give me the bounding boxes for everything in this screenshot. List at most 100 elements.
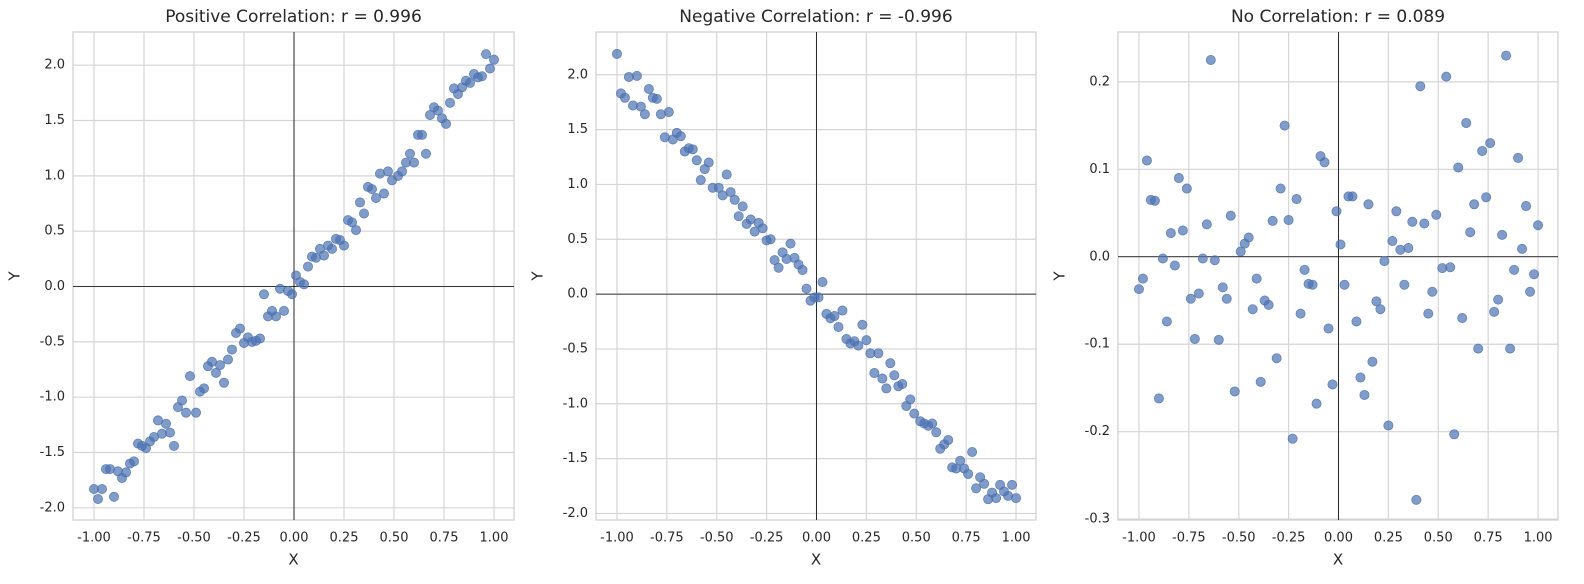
point: [905, 394, 916, 405]
subplot: -1.00 -0.75 -0.50 -0.25 0.00 0.25 0.50 0.75 1.00…: [529, 7, 1037, 569]
point: [695, 175, 706, 186]
point: [1391, 206, 1402, 217]
point: [164, 427, 175, 438]
point: [168, 440, 179, 451]
x-tick-label: 0.75: [952, 531, 981, 546]
x-tick-label: -0.75: [650, 531, 684, 546]
point: [1157, 253, 1168, 264]
point: [1355, 372, 1366, 383]
point: [1529, 269, 1540, 280]
point: [1275, 183, 1286, 194]
point: [1449, 429, 1460, 440]
x-tick-label: -0.25: [1272, 531, 1306, 546]
point: [1403, 243, 1414, 254]
point: [1489, 306, 1500, 317]
point: [1521, 201, 1532, 212]
x-tick-label: 1.00: [1524, 531, 1553, 546]
point: [1477, 145, 1488, 156]
chart-title: Positive Correlation: r = 0.996: [165, 7, 422, 27]
point: [1387, 236, 1398, 247]
point: [302, 261, 313, 272]
x-tick-label: 0.75: [430, 531, 459, 546]
point: [1525, 286, 1536, 297]
point: [769, 255, 780, 266]
x-tick-label: -0.50: [700, 531, 734, 546]
point: [109, 491, 120, 502]
point: [619, 92, 630, 103]
point: [1423, 308, 1434, 319]
y-tick-label: -0.3: [1085, 512, 1110, 527]
x-tick-label: -0.25: [750, 531, 784, 546]
x-tick-label: -1.00: [1122, 531, 1156, 546]
point: [464, 77, 475, 88]
point: [663, 107, 674, 118]
point: [979, 478, 990, 489]
point: [1351, 316, 1362, 327]
point: [286, 289, 297, 300]
point: [218, 377, 229, 388]
point: [488, 54, 499, 65]
point: [480, 49, 491, 60]
point: [971, 483, 982, 494]
x-tick-label: 0.75: [1474, 531, 1503, 546]
point: [1161, 316, 1172, 327]
point: [991, 493, 1002, 504]
point: [1323, 323, 1334, 334]
point: [176, 395, 187, 406]
point: [1311, 398, 1322, 409]
point: [420, 148, 431, 159]
x-tick-label: 0.25: [1374, 531, 1403, 546]
subplot: -1.00 -0.75 -0.50 -0.25 0.00 0.25 0.50 0.75 1.00…: [1051, 7, 1559, 569]
point: [1255, 376, 1266, 387]
point: [1279, 120, 1290, 131]
point: [378, 188, 389, 199]
chart-title: Negative Correlation: r = -0.996: [679, 7, 952, 27]
y-tick-label: 0.0: [1089, 249, 1110, 264]
point: [484, 63, 495, 74]
point: [382, 166, 393, 177]
point: [873, 348, 884, 359]
point: [366, 184, 377, 195]
point: [687, 144, 698, 155]
point: [214, 360, 225, 371]
point: [1251, 273, 1262, 284]
point: [1177, 225, 1188, 236]
point: [346, 217, 357, 228]
point: [1363, 199, 1374, 210]
y-axis-label: Y: [6, 271, 24, 282]
point: [1533, 220, 1544, 231]
point: [1457, 312, 1468, 323]
point: [1141, 155, 1152, 166]
y-tick-label: 1.0: [567, 177, 588, 192]
point: [675, 131, 686, 142]
point: [1007, 479, 1018, 490]
x-tick-label: -0.50: [1222, 531, 1256, 546]
point: [733, 211, 744, 222]
plot-frame: [595, 31, 1037, 521]
point: [1307, 279, 1318, 290]
point: [817, 277, 828, 288]
point: [1327, 379, 1338, 390]
point: [773, 262, 784, 273]
point: [354, 197, 365, 208]
x-tick-label: 0.50: [1424, 531, 1453, 546]
point: [298, 279, 309, 290]
point: [476, 71, 487, 82]
point: [1169, 260, 1180, 271]
y-tick-label: -0.1: [1085, 337, 1110, 352]
point: [1267, 215, 1278, 226]
y-tick-label: 0.0: [567, 287, 588, 302]
point: [1221, 293, 1232, 304]
point: [1193, 288, 1204, 299]
x-tick-label: -0.25: [227, 531, 261, 546]
point: [1271, 353, 1282, 364]
point: [729, 194, 740, 205]
point: [869, 368, 880, 379]
x-tick-label: 0.25: [330, 531, 359, 546]
point: [857, 319, 868, 330]
point: [1427, 286, 1438, 297]
point: [1411, 494, 1422, 505]
point: [757, 223, 768, 234]
y-axis-label: Y: [1051, 271, 1069, 282]
point: [955, 455, 966, 466]
